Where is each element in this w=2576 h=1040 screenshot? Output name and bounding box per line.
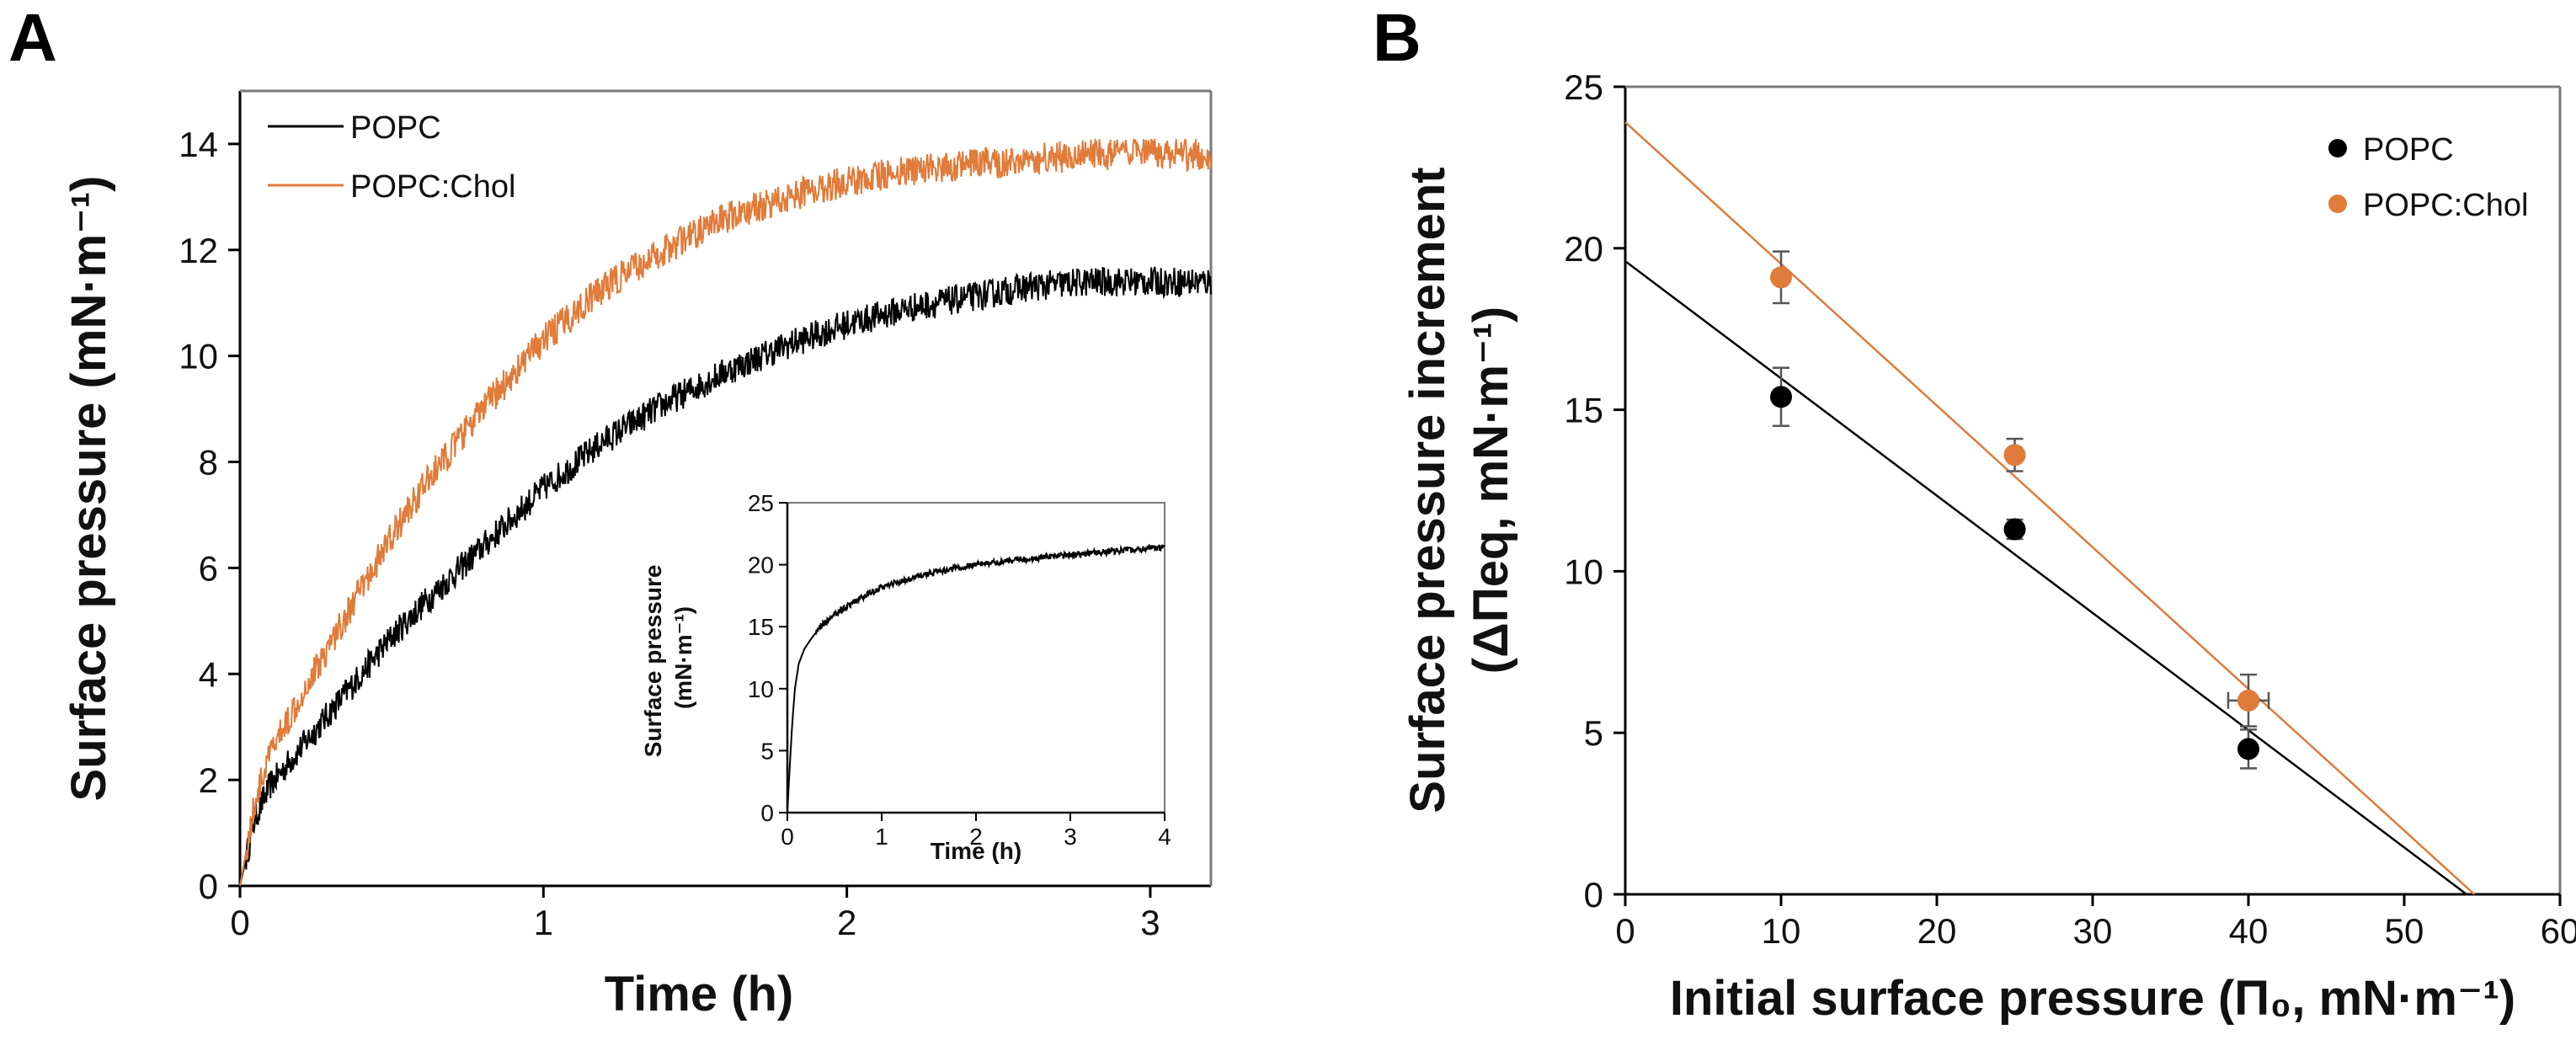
b-legend-popc-marker [2328, 139, 2347, 157]
b-legend: POPC POPC:Chol [2328, 132, 2528, 223]
b-x-axis-label: Initial surface pressure (Π₀, mN·m⁻¹) [1670, 971, 2515, 1026]
inset-y-tick-label: 20 [748, 552, 774, 579]
b-legend-chol-marker [2328, 195, 2347, 213]
b-point-popc-chol [2003, 444, 2026, 467]
b-point-popc-chol [1770, 266, 1792, 289]
b-y-tick-label: 0 [1584, 875, 1603, 915]
b-x-tick-label: 30 [2073, 911, 2113, 951]
inset-y-tick-label: 10 [748, 676, 774, 702]
inset-y-tick-label: 15 [748, 614, 774, 640]
inset-x-tick-label: 0 [781, 824, 794, 850]
a-y-tick-label: 8 [199, 443, 218, 483]
panel-a-label: A [8, 0, 57, 75]
b-y-tick-label: 25 [1564, 67, 1603, 107]
b-point-popc [2003, 518, 2026, 541]
b-x-tick-label: 10 [1762, 911, 1801, 951]
a-x-axis-label: Time (h) [605, 967, 794, 1021]
a-y-axis-label: Surface pressure (mN·m⁻¹) [61, 176, 116, 802]
b-y-tick-label: 5 [1584, 713, 1603, 753]
a-inset: 0 1 2 3 4 0 5 10 15 20 25 Time (h) Surface pressur… [640, 490, 1171, 864]
b-point-popc-chol [2237, 689, 2259, 712]
inset-x-tick-label: 1 [875, 824, 888, 850]
a-x-tick-label: 0 [230, 903, 249, 942]
b-x-tick-label: 20 [1917, 911, 1957, 951]
inset-x-label: Time (h) [931, 838, 1021, 864]
b-series-group [1624, 121, 2476, 895]
inset-series-line [787, 543, 1165, 813]
b-fit-line-popc-chol [1624, 121, 2476, 895]
b-y-axis-label-line2: (ΔΠeq, mN·m⁻¹) [1464, 307, 1518, 674]
b-point-popc [1770, 386, 1792, 408]
inset-series-group [787, 543, 1165, 813]
a-x-tick-label: 1 [534, 903, 553, 942]
a-x-tick-label: 3 [1140, 903, 1160, 942]
a-series-group [239, 137, 1212, 887]
a-y-tick-label: 2 [199, 760, 218, 800]
inset-ticks: 0 1 2 3 4 0 5 10 15 20 25 [748, 490, 1171, 850]
a-series-line-popc [239, 266, 1212, 887]
inset-y-tick-label: 5 [760, 738, 774, 764]
a-y-tick-label: 4 [199, 654, 218, 694]
b-ticks: 0 10 20 30 40 50 60 0 5 10 15 20 25 [1564, 67, 2576, 951]
a-legend: POPC POPC:Chol [268, 110, 515, 205]
b-x-tick-label: 50 [2385, 911, 2424, 951]
inset-x-tick-label: 4 [1158, 824, 1171, 850]
inset-x-tick-label: 2 [969, 824, 983, 850]
a-y-tick-label: 10 [179, 337, 218, 376]
b-y-axis-label-line1: Surface pressure increment [1400, 167, 1455, 813]
b-legend-chol-label: POPC:Chol [2363, 188, 2528, 223]
inset-x-tick-label: 3 [1064, 824, 1077, 850]
a-legend-chol-label: POPC:Chol [350, 169, 515, 205]
b-point-popc [2237, 738, 2259, 760]
a-y-tick-label: 6 [199, 548, 218, 588]
b-y-tick-label: 20 [1564, 229, 1603, 269]
b-y-tick-label: 15 [1564, 391, 1603, 430]
b-legend-popc-label: POPC [2363, 132, 2454, 168]
b-x-tick-label: 60 [2541, 911, 2576, 951]
inset-y-label-line1: Surface pressure [640, 564, 666, 757]
panel-b-chart: 0 10 20 30 40 50 60 0 5 10 15 20 25 POPC POPC:Chol I… [1400, 67, 2576, 1026]
inset-y-tick-label: 0 [760, 800, 774, 826]
inset-y-label-line2: (mN·m⁻¹) [670, 606, 696, 709]
a-x-tick-label: 2 [837, 903, 856, 942]
b-fit-line-popc [1624, 260, 2467, 895]
a-y-tick-label: 14 [179, 125, 218, 164]
b-x-tick-label: 40 [2229, 911, 2269, 951]
b-x-tick-label: 0 [1615, 911, 1635, 951]
a-y-tick-label: 12 [179, 231, 218, 270]
panel-b-label: B [1373, 0, 1421, 75]
a-legend-popc-label: POPC [350, 110, 441, 146]
b-y-tick-label: 10 [1564, 552, 1603, 591]
a-series-line-popc-chol [239, 137, 1212, 887]
inset-y-label: Surface pressure (mN·m⁻¹) [640, 558, 696, 758]
inset-y-tick-label: 25 [748, 490, 774, 516]
a-y-tick-label: 0 [199, 867, 218, 906]
